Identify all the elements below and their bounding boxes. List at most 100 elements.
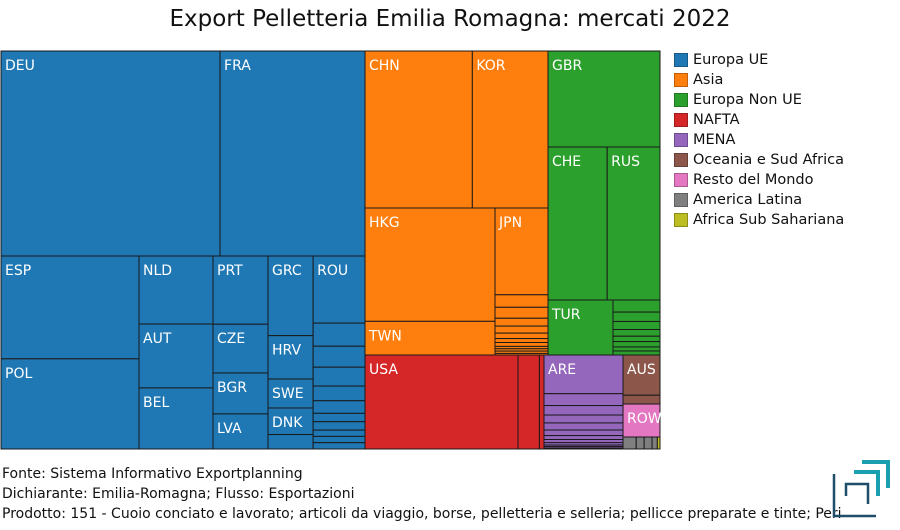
treemap-tile: [612, 346, 661, 352]
treemap-tile: [651, 436, 658, 450]
treemap-tile: [612, 299, 661, 313]
treemap-tile: [312, 385, 366, 402]
treemap-tile: [622, 403, 661, 438]
source-notes: Fonte: Sistema Informativo Exportplannin…: [2, 464, 898, 524]
legend-swatch: [674, 213, 688, 227]
treemap-tile: [494, 338, 549, 343]
treemap-tile: [267, 378, 314, 409]
legend-swatch: [674, 73, 688, 87]
legend-label: Asia: [693, 72, 724, 88]
tile-label: DEU: [5, 58, 35, 74]
tile-label: RUS: [611, 154, 640, 170]
legend-item: MENA: [674, 130, 844, 150]
tile-label: HKG: [369, 215, 400, 231]
treemap-tile: [494, 306, 549, 319]
treemap-tile: [517, 354, 540, 450]
treemap-tile: [622, 436, 637, 450]
treemap-tile: [0, 255, 140, 360]
legend-item: Europa Non UE: [674, 90, 844, 110]
treemap-tile: [0, 358, 140, 450]
treemap-tile: [543, 405, 624, 416]
tile-label: ARE: [548, 362, 576, 378]
treemap-tiles: DEU FRA ESP POL NLD AUT BEL PRT CZE BGR LVA GRC HRV S…: [0, 50, 662, 450]
treemap-tile: [219, 50, 366, 257]
treemap-tile: [543, 393, 624, 407]
treemap-tile: [312, 442, 366, 450]
legend-swatch: [674, 153, 688, 167]
tile-label: CZE: [217, 331, 245, 347]
treemap-tile: [494, 207, 549, 296]
tile-label: POL: [5, 366, 32, 382]
treemap-tile: [312, 421, 366, 431]
tile-label: ROW: [627, 411, 662, 427]
exportplanning-logo-icon: [832, 460, 890, 518]
treemap-tile: [312, 366, 366, 387]
source-note: Fonte: Sistema Informativo Exportplannin…: [2, 466, 303, 482]
treemap-tile: [312, 435, 366, 444]
tile-label: TWN: [368, 328, 402, 344]
legend-item: NAFTA: [674, 110, 844, 130]
legend-label: NAFTA: [693, 112, 740, 128]
treemap-tile: [612, 320, 661, 331]
treemap-tile: [312, 345, 366, 368]
legend-label: Resto del Mondo: [693, 172, 814, 188]
treemap-tile: [212, 413, 269, 450]
tile-label: KOR: [476, 58, 505, 74]
legend-item: Resto del Mondo: [674, 170, 844, 190]
legend-item: Oceania e Sud Africa: [674, 150, 844, 170]
tile-label: ROU: [317, 263, 348, 279]
treemap-tile: [543, 414, 624, 424]
treemap-tile: [622, 394, 661, 405]
treemap-tile: [656, 436, 661, 450]
treemap-tile: [543, 429, 624, 437]
treemap-tile: [494, 294, 549, 308]
legend-item: Europa UE: [674, 50, 844, 70]
chart-title: Export Pelletteria Emilia Romagna: merca…: [169, 6, 731, 32]
tile-label: TUR: [551, 307, 581, 323]
tile-label: GBR: [552, 58, 582, 74]
legend-label: America Latina: [693, 192, 803, 208]
treemap-tile: [494, 325, 549, 334]
treemap-chart: DEU FRA ESP POL NLD AUT BEL PRT CZE BGR LVA GRC HRV S…: [0, 50, 662, 450]
treemap-tile: [267, 434, 314, 450]
treemap-tile: [612, 341, 661, 348]
treemap-tile: [643, 436, 653, 450]
treemap-tile: [543, 447, 624, 450]
tile-label: AUT: [143, 331, 172, 347]
tile-label: SWE: [272, 386, 304, 402]
treemap-tile: [138, 387, 214, 450]
treemap-tile: [494, 317, 549, 327]
legend-swatch: [674, 53, 688, 67]
treemap-tile: [138, 255, 214, 325]
legend-label: Europa Non UE: [693, 92, 802, 108]
treemap-tile: [312, 412, 366, 423]
tile-label: USA: [369, 362, 398, 378]
tile-label: CHE: [552, 154, 581, 170]
legend-swatch: [674, 133, 688, 147]
legend-label: Africa Sub Sahariana: [693, 212, 845, 228]
treemap-tile: [364, 207, 496, 322]
treemap-tile: [212, 372, 269, 415]
legend-label: MENA: [693, 132, 736, 148]
tile-label: LVA: [217, 421, 242, 437]
treemap-tile: [312, 400, 366, 414]
tile-label: ESP: [5, 263, 31, 279]
treemap-tile: [0, 50, 221, 257]
treemap-tile: [612, 335, 661, 343]
legend-item: America Latina: [674, 190, 844, 210]
legend-item: Africa Sub Sahariana: [674, 210, 844, 230]
treemap-tile: [267, 255, 314, 337]
treemap-tile: [364, 50, 473, 209]
treemap-tile: [538, 354, 545, 450]
treemap-tile: [612, 329, 661, 337]
tile-label: BGR: [217, 380, 247, 396]
treemap-tile: [312, 322, 366, 347]
treemap-tile: [606, 146, 661, 301]
treemap-tile: [612, 350, 661, 356]
tile-label: CHN: [369, 58, 400, 74]
tile-label: BEL: [143, 395, 169, 411]
legend-swatch: [674, 93, 688, 107]
tile-label: FRA: [224, 58, 251, 74]
tile-label: HRV: [272, 343, 301, 359]
treemap-tile: [622, 354, 661, 396]
